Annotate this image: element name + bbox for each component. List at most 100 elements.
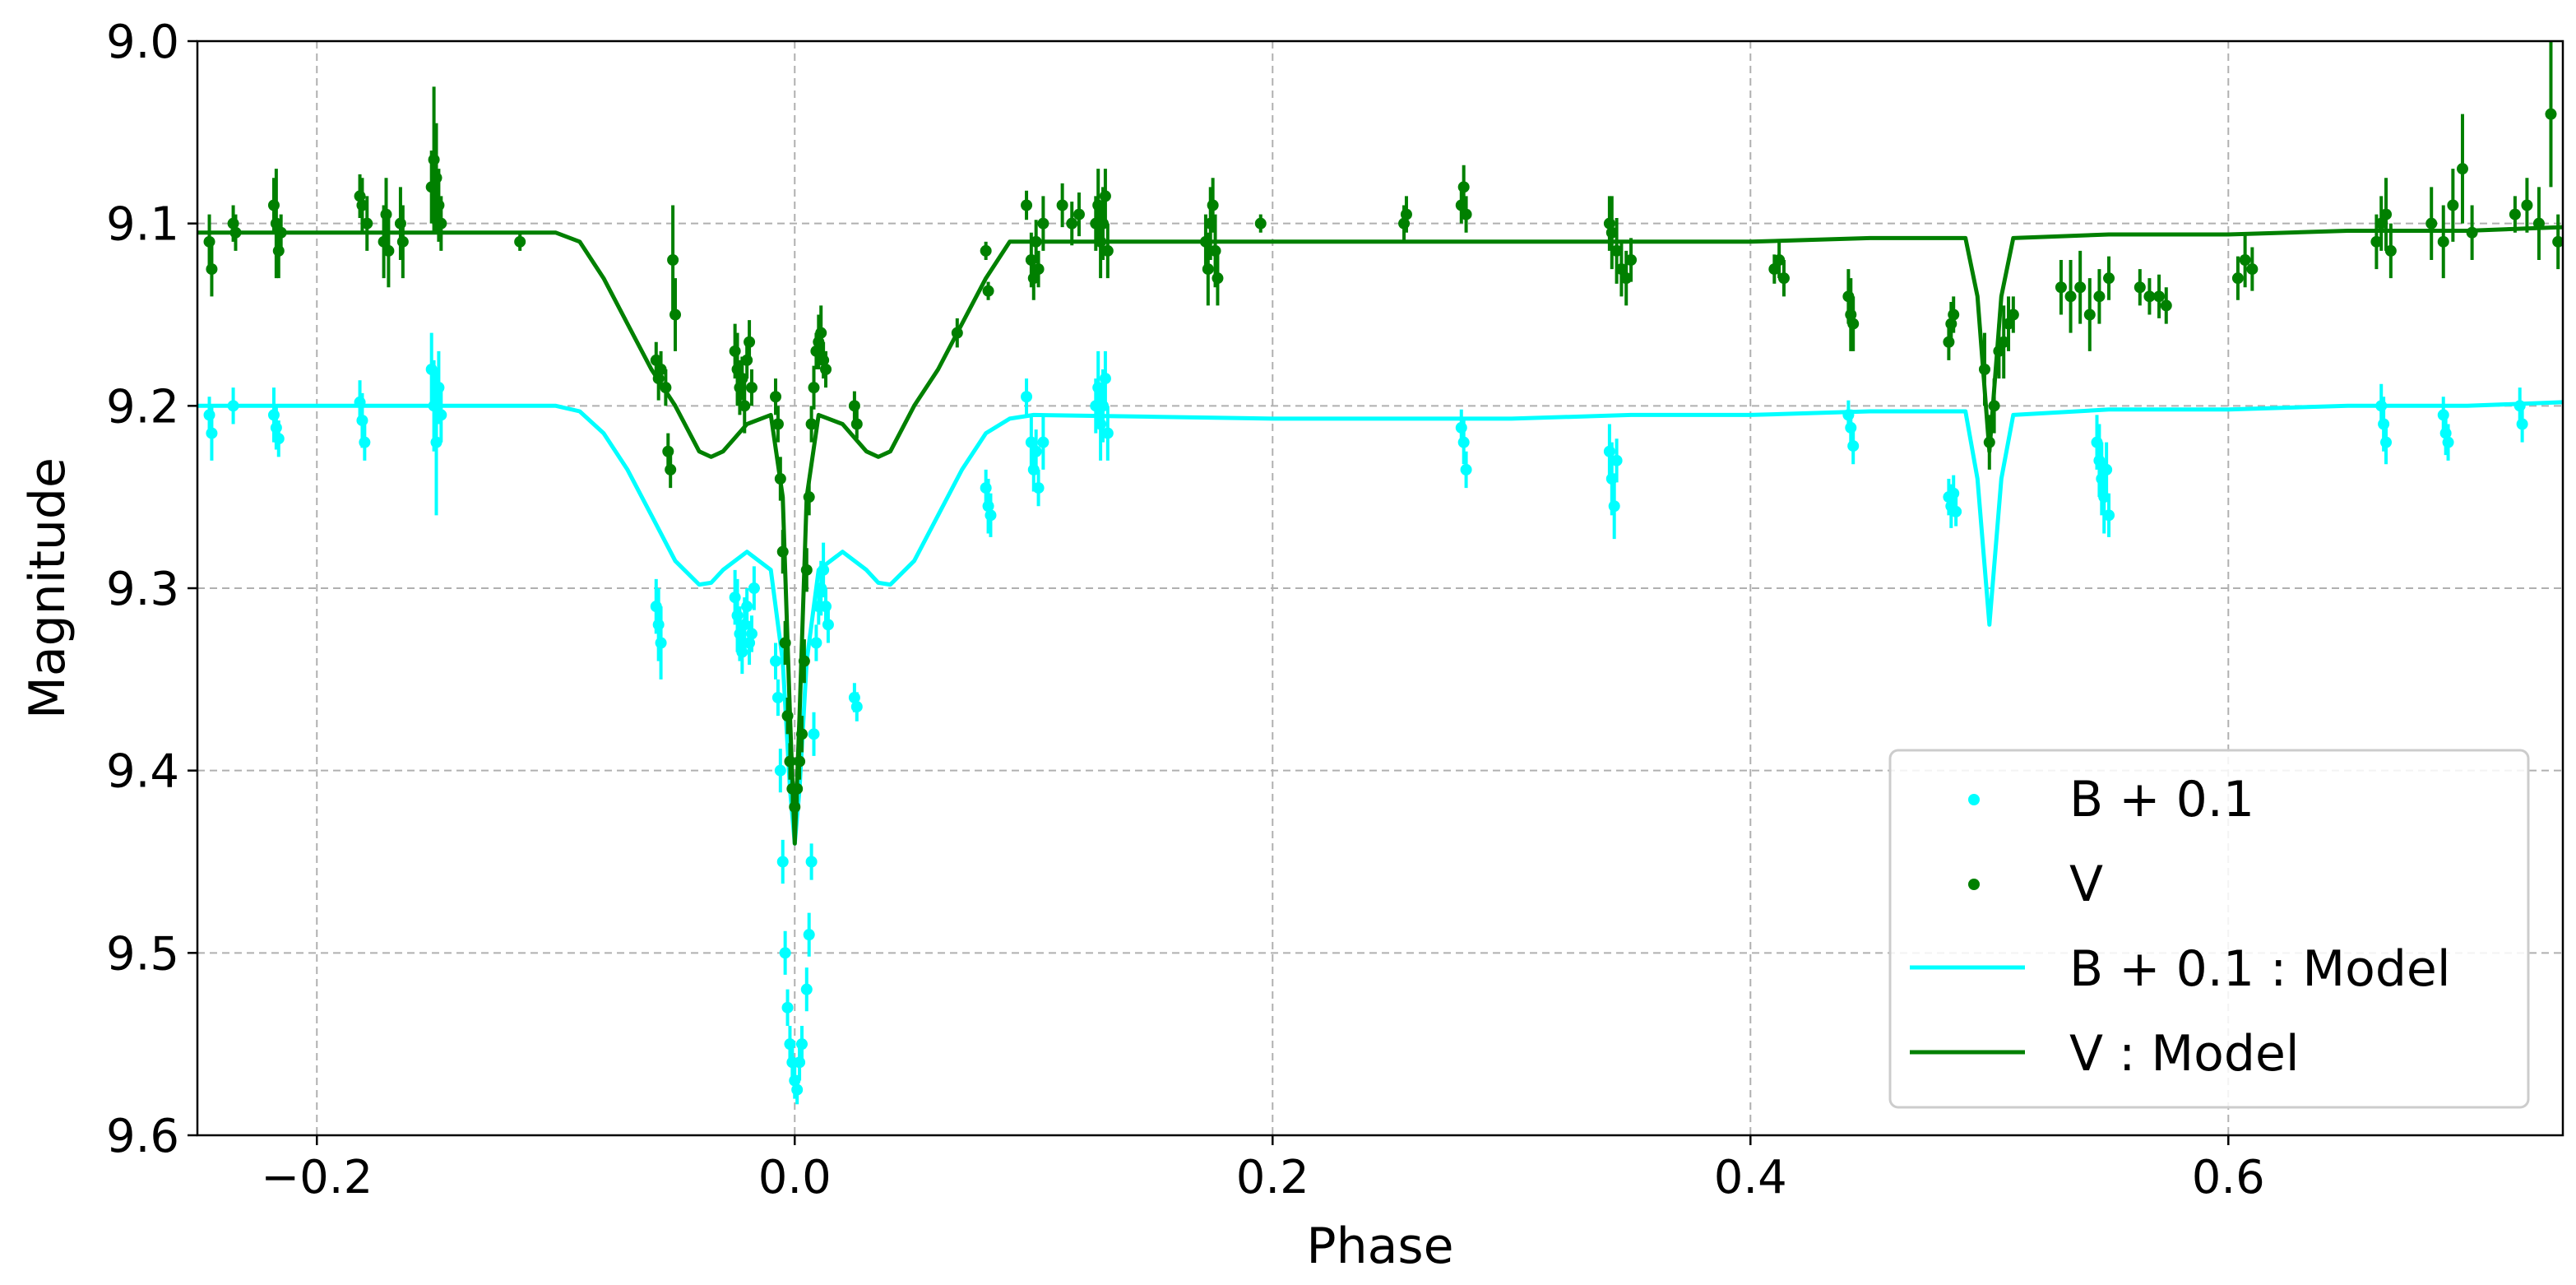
data-point — [1948, 487, 1960, 499]
data-point — [655, 637, 667, 649]
data-point — [779, 947, 791, 959]
data-point — [982, 285, 994, 297]
data-point — [1101, 244, 1114, 257]
data-point — [815, 327, 827, 339]
data-point — [805, 418, 818, 430]
data-point — [980, 244, 992, 257]
data-point — [665, 463, 677, 475]
data-point — [2532, 217, 2545, 230]
legend-marker-b — [1968, 794, 1980, 805]
model-line — [197, 400, 2563, 846]
data-point — [206, 263, 218, 276]
data-point — [1950, 505, 1962, 517]
plot-area — [197, 41, 2563, 1105]
data-point — [1202, 263, 1214, 276]
data-point — [1620, 272, 1633, 285]
data-point — [361, 217, 373, 230]
x-axis-label: Phase — [1306, 1218, 1453, 1275]
data-point — [1030, 235, 1042, 248]
legend-marker-v — [1968, 879, 1980, 890]
data-point — [1610, 244, 1623, 257]
data-point — [800, 564, 813, 576]
data-point — [776, 545, 789, 558]
data-point — [822, 619, 834, 631]
data-point — [1608, 500, 1620, 513]
data-point — [776, 856, 789, 868]
data-point — [1212, 272, 1224, 285]
legend: B + 0.1 V B + 0.1 : Model V : Model — [1888, 749, 2530, 1109]
data-point — [1032, 263, 1045, 276]
data-point — [805, 856, 818, 868]
data-point — [1777, 272, 1790, 285]
data-point — [2447, 199, 2459, 211]
data-point — [2134, 281, 2146, 294]
x-tick-label: −0.2 — [261, 1151, 373, 1204]
data-point — [2516, 418, 2528, 430]
data-point — [2545, 108, 2557, 120]
data-point — [741, 601, 753, 613]
data-point — [206, 427, 218, 439]
y-tick-label: 9.1 — [106, 198, 179, 252]
data-point — [1073, 208, 1085, 220]
data-point — [275, 226, 287, 239]
data-point — [781, 1001, 794, 1014]
data-point — [2466, 226, 2478, 239]
data-point — [2380, 208, 2393, 220]
y-tick-label: 9.5 — [106, 927, 179, 981]
data-point — [2509, 208, 2521, 220]
data-point — [1948, 308, 1960, 321]
x-tick-label: 0.4 — [1714, 1151, 1787, 1204]
y-axis-label: Magnitude — [19, 457, 76, 719]
data-point — [1615, 263, 1628, 276]
data-point — [789, 801, 801, 813]
data-point — [435, 217, 447, 230]
data-point — [2246, 263, 2259, 276]
y-tick-label: 9.3 — [106, 563, 179, 616]
data-point — [272, 433, 285, 445]
data-point — [1254, 217, 1267, 230]
data-point — [227, 400, 239, 412]
data-point — [2103, 509, 2115, 522]
data-point — [810, 637, 822, 649]
data-point — [2143, 290, 2156, 303]
data-point — [2370, 235, 2383, 248]
x-tick-label: 0.6 — [2192, 1151, 2265, 1204]
point-series — [203, 41, 2563, 826]
data-point — [2231, 272, 2244, 285]
data-point — [2074, 281, 2087, 294]
legend-label-v-model: V : Model — [2069, 1025, 2300, 1083]
data-point — [774, 473, 786, 485]
data-point — [1400, 208, 1412, 220]
data-point — [1625, 254, 1638, 266]
data-point — [669, 308, 682, 321]
data-point — [430, 436, 442, 448]
legend-label-v: V — [2069, 856, 2103, 913]
data-point — [2103, 272, 2115, 285]
data-point — [800, 983, 813, 995]
data-points — [203, 41, 2563, 1105]
data-point — [748, 582, 760, 594]
data-point — [396, 235, 409, 248]
data-point — [356, 415, 368, 427]
data-point — [2003, 318, 2015, 330]
data-point — [818, 564, 830, 576]
data-point — [1457, 181, 1470, 193]
data-point — [781, 710, 794, 722]
data-point — [1988, 400, 2000, 412]
data-point — [1037, 217, 1049, 230]
data-point — [1025, 436, 1037, 448]
data-point — [770, 391, 782, 403]
data-point — [745, 628, 758, 640]
x-tick-label: 0.2 — [1236, 1151, 1309, 1204]
data-point — [2153, 290, 2166, 303]
data-point — [1021, 391, 1033, 403]
data-point — [1460, 463, 1472, 475]
data-point — [803, 929, 815, 941]
data-point — [745, 382, 758, 394]
data-point — [820, 364, 832, 375]
data-point — [1099, 373, 1111, 385]
data-point — [770, 655, 782, 667]
data-point — [1030, 445, 1042, 457]
data-point — [2375, 217, 2388, 230]
